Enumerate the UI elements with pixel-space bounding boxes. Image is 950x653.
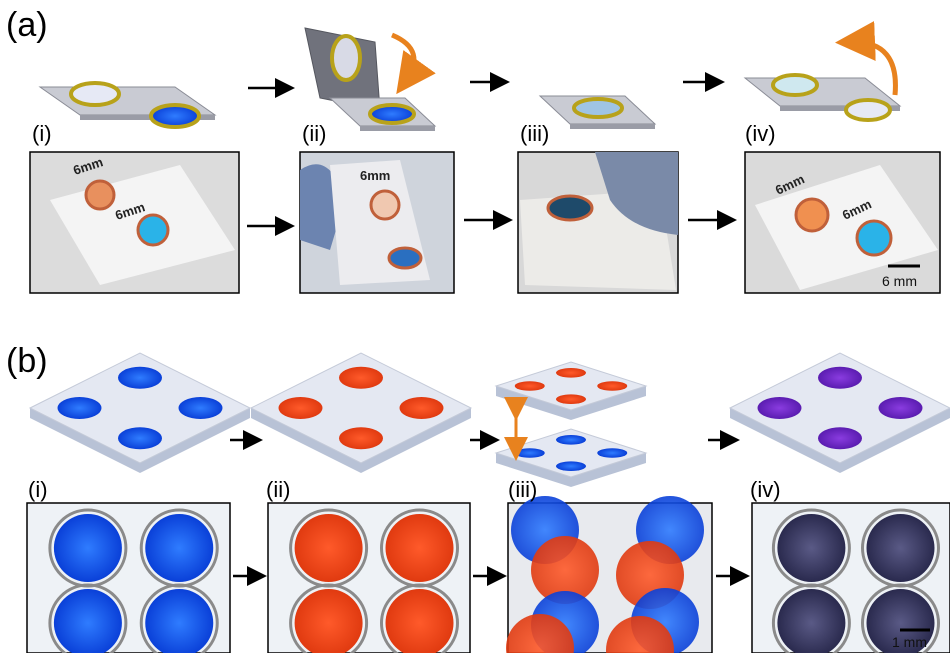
well-orange bbox=[369, 189, 401, 221]
well-rim bbox=[861, 583, 940, 653]
well-closed bbox=[572, 97, 624, 119]
well bbox=[556, 394, 586, 405]
well-rim bbox=[289, 583, 369, 653]
well bbox=[294, 589, 363, 653]
slide-text: 6mm bbox=[360, 168, 390, 183]
rotate-arrow bbox=[390, 32, 436, 95]
ring bbox=[844, 98, 892, 122]
well bbox=[606, 616, 674, 653]
step-label: (i) bbox=[28, 477, 48, 502]
well bbox=[339, 427, 383, 450]
well bbox=[556, 461, 586, 472]
well bbox=[178, 397, 223, 419]
step-label: (i) bbox=[32, 121, 52, 146]
slide-edge bbox=[570, 124, 655, 129]
well bbox=[777, 514, 846, 582]
well bbox=[385, 589, 454, 653]
well-rim bbox=[139, 583, 219, 653]
well bbox=[145, 514, 214, 582]
plate bbox=[494, 361, 648, 411]
well bbox=[514, 448, 545, 458]
well-orange bbox=[84, 179, 116, 211]
well-rim bbox=[771, 583, 851, 653]
well bbox=[818, 366, 862, 389]
well-orange bbox=[794, 197, 830, 233]
well bbox=[506, 614, 574, 653]
well bbox=[597, 381, 628, 391]
well bbox=[556, 368, 586, 378]
well bbox=[53, 514, 122, 582]
well bbox=[556, 435, 586, 445]
well-blue bbox=[149, 103, 201, 129]
well bbox=[818, 427, 862, 450]
rotate-arrow bbox=[835, 21, 898, 96]
step-label: (iii) bbox=[508, 477, 537, 502]
well bbox=[118, 366, 162, 389]
well bbox=[385, 514, 454, 582]
well bbox=[514, 381, 545, 391]
well-blue bbox=[855, 219, 893, 257]
plate bbox=[494, 428, 648, 478]
glove bbox=[595, 152, 678, 235]
panel-label: (a) bbox=[6, 6, 48, 44]
step-label: (iii) bbox=[520, 121, 549, 146]
plate bbox=[728, 352, 950, 464]
well bbox=[118, 427, 162, 450]
ring bbox=[330, 34, 362, 82]
plate-side bbox=[496, 453, 646, 487]
well-blue bbox=[387, 246, 423, 270]
well bbox=[866, 514, 935, 582]
scale-text: 1 mm bbox=[892, 634, 927, 650]
slide-edge bbox=[360, 126, 435, 131]
plate bbox=[249, 352, 473, 464]
step-label: (ii) bbox=[302, 121, 326, 146]
photo-slide bbox=[755, 165, 938, 290]
step-label: (iv) bbox=[750, 477, 781, 502]
well bbox=[597, 448, 628, 458]
ring bbox=[69, 81, 121, 107]
well bbox=[399, 397, 444, 419]
ring bbox=[771, 73, 819, 97]
scale-text: 6 mm bbox=[882, 273, 917, 289]
well bbox=[53, 589, 122, 653]
well bbox=[145, 589, 214, 653]
well bbox=[777, 589, 846, 653]
well bbox=[757, 397, 802, 419]
well-rim bbox=[380, 583, 459, 653]
well-blue bbox=[368, 103, 416, 125]
well bbox=[531, 536, 599, 604]
well-closed bbox=[546, 194, 594, 222]
step-label: (ii) bbox=[266, 477, 290, 502]
well bbox=[278, 397, 323, 419]
well bbox=[866, 589, 935, 653]
well-rim bbox=[48, 583, 128, 653]
well-blue bbox=[136, 213, 170, 247]
well bbox=[339, 366, 383, 389]
panel-label: (b) bbox=[6, 342, 48, 380]
step-label: (iv) bbox=[745, 121, 776, 146]
well bbox=[878, 397, 923, 419]
well bbox=[57, 397, 102, 419]
well bbox=[294, 514, 363, 582]
